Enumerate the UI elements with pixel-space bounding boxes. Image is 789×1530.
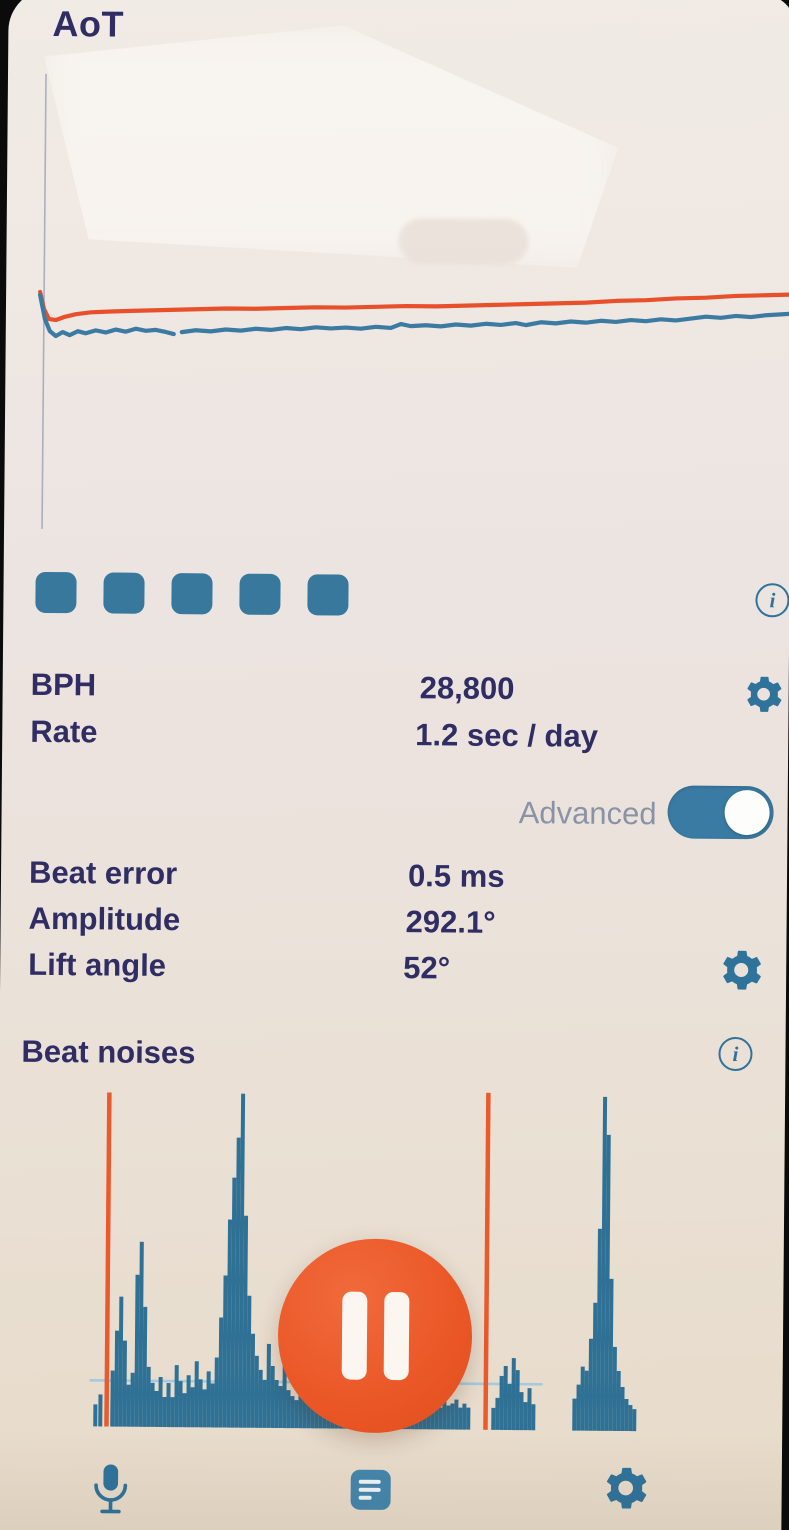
results-list-icon[interactable] bbox=[350, 1469, 391, 1510]
toggle-knob bbox=[724, 789, 770, 836]
amplitude-label: Amplitude bbox=[28, 900, 181, 938]
advanced-toggle[interactable] bbox=[667, 785, 774, 840]
beat-error-value: 0.5 ms bbox=[407, 858, 505, 894]
indicator-square bbox=[239, 573, 281, 615]
indicator-square bbox=[307, 574, 349, 616]
bph-value: 28,800 bbox=[419, 670, 515, 707]
info-icon[interactable]: i bbox=[718, 1036, 753, 1072]
indicator-square bbox=[35, 571, 77, 614]
rate-label: Rate bbox=[30, 713, 98, 750]
indicator-row bbox=[35, 571, 349, 616]
info-icon[interactable]: i bbox=[755, 583, 789, 618]
gear-icon[interactable] bbox=[604, 1466, 648, 1510]
pause-button[interactable] bbox=[277, 1238, 473, 1434]
bottom-toolbar bbox=[0, 1457, 785, 1526]
gear-icon[interactable] bbox=[720, 949, 762, 991]
pause-icon bbox=[383, 1291, 409, 1381]
rate-chart bbox=[37, 73, 789, 529]
beat-noises-label: Beat noises bbox=[21, 1033, 196, 1071]
rate-value: 1.2 sec / day bbox=[415, 717, 599, 754]
amplitude-value: 292.1° bbox=[405, 904, 496, 940]
indicator-square bbox=[171, 573, 213, 615]
gear-icon[interactable] bbox=[744, 675, 782, 713]
lift-angle-label: Lift angle bbox=[28, 946, 167, 984]
pause-icon bbox=[341, 1291, 367, 1380]
microphone-icon[interactable] bbox=[87, 1461, 133, 1517]
indicator-square bbox=[103, 572, 145, 614]
lift-angle-value: 52° bbox=[403, 950, 451, 986]
advanced-label: Advanced bbox=[518, 795, 657, 832]
bph-label: BPH bbox=[30, 666, 97, 703]
beat-error-label: Beat error bbox=[28, 854, 178, 892]
